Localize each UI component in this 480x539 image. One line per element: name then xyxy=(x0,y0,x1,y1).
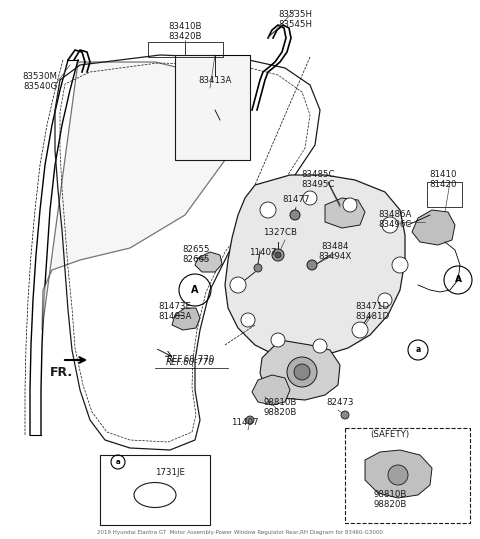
Text: 98810B
98820B: 98810B 98820B xyxy=(264,398,297,417)
Circle shape xyxy=(260,202,276,218)
Text: 98810B
98820B: 98810B 98820B xyxy=(373,490,407,509)
Bar xyxy=(100,455,210,525)
Text: 81410
81420: 81410 81420 xyxy=(429,170,457,189)
Circle shape xyxy=(341,411,349,419)
Text: FR.: FR. xyxy=(50,366,73,379)
Bar xyxy=(175,55,250,160)
Circle shape xyxy=(230,277,246,293)
Text: 81473E
81483A: 81473E 81483A xyxy=(158,302,192,321)
Circle shape xyxy=(388,465,408,485)
Text: 83535H
83545H: 83535H 83545H xyxy=(278,10,312,30)
Polygon shape xyxy=(252,375,290,405)
Circle shape xyxy=(378,293,392,307)
Polygon shape xyxy=(225,175,405,358)
Circle shape xyxy=(303,191,317,205)
Circle shape xyxy=(352,322,368,338)
Text: 11407: 11407 xyxy=(231,418,259,427)
Polygon shape xyxy=(195,252,222,272)
Text: 83530M
83540G: 83530M 83540G xyxy=(23,72,58,92)
Polygon shape xyxy=(365,450,432,498)
Text: 82473: 82473 xyxy=(326,398,354,407)
Bar xyxy=(427,182,462,207)
Text: 81477: 81477 xyxy=(282,195,310,204)
Text: 83410B
83420B: 83410B 83420B xyxy=(168,22,202,42)
Polygon shape xyxy=(42,62,238,330)
Circle shape xyxy=(272,249,284,261)
Text: 1731JE: 1731JE xyxy=(155,468,185,477)
Circle shape xyxy=(392,257,408,273)
Text: A: A xyxy=(455,275,461,285)
Text: A: A xyxy=(191,285,199,295)
Bar xyxy=(345,428,470,523)
Circle shape xyxy=(294,364,310,380)
Text: 82655
82665: 82655 82665 xyxy=(182,245,210,265)
Circle shape xyxy=(287,357,317,387)
Circle shape xyxy=(254,264,262,272)
Text: 83485C
83495C: 83485C 83495C xyxy=(301,170,335,189)
Circle shape xyxy=(275,252,281,258)
Text: 83413A: 83413A xyxy=(198,76,231,85)
Text: 83486A
83496C: 83486A 83496C xyxy=(378,210,412,230)
Text: a: a xyxy=(116,459,120,465)
Polygon shape xyxy=(260,340,340,400)
Circle shape xyxy=(313,339,327,353)
Circle shape xyxy=(382,217,398,233)
Polygon shape xyxy=(412,210,455,245)
Circle shape xyxy=(290,210,300,220)
Bar xyxy=(148,42,223,57)
Circle shape xyxy=(307,260,317,270)
Text: 83471D
83481D: 83471D 83481D xyxy=(355,302,389,321)
Text: 11407: 11407 xyxy=(249,248,277,257)
Circle shape xyxy=(241,313,255,327)
Text: 2019 Hyundai Elantra GT  Motor Assembly-Power Window Regulator Rear,RH Diagram f: 2019 Hyundai Elantra GT Motor Assembly-P… xyxy=(97,530,383,535)
Text: REF.60-770: REF.60-770 xyxy=(166,355,214,364)
Circle shape xyxy=(271,333,285,347)
Circle shape xyxy=(246,416,254,424)
Text: 83484
83494X: 83484 83494X xyxy=(318,242,352,261)
Text: 1327CB: 1327CB xyxy=(263,228,297,237)
Circle shape xyxy=(343,198,357,212)
Text: (SAFETY): (SAFETY) xyxy=(371,430,409,439)
Polygon shape xyxy=(172,308,200,330)
Text: REF.60-770: REF.60-770 xyxy=(166,358,215,367)
Text: a: a xyxy=(415,345,420,355)
Polygon shape xyxy=(325,198,365,228)
